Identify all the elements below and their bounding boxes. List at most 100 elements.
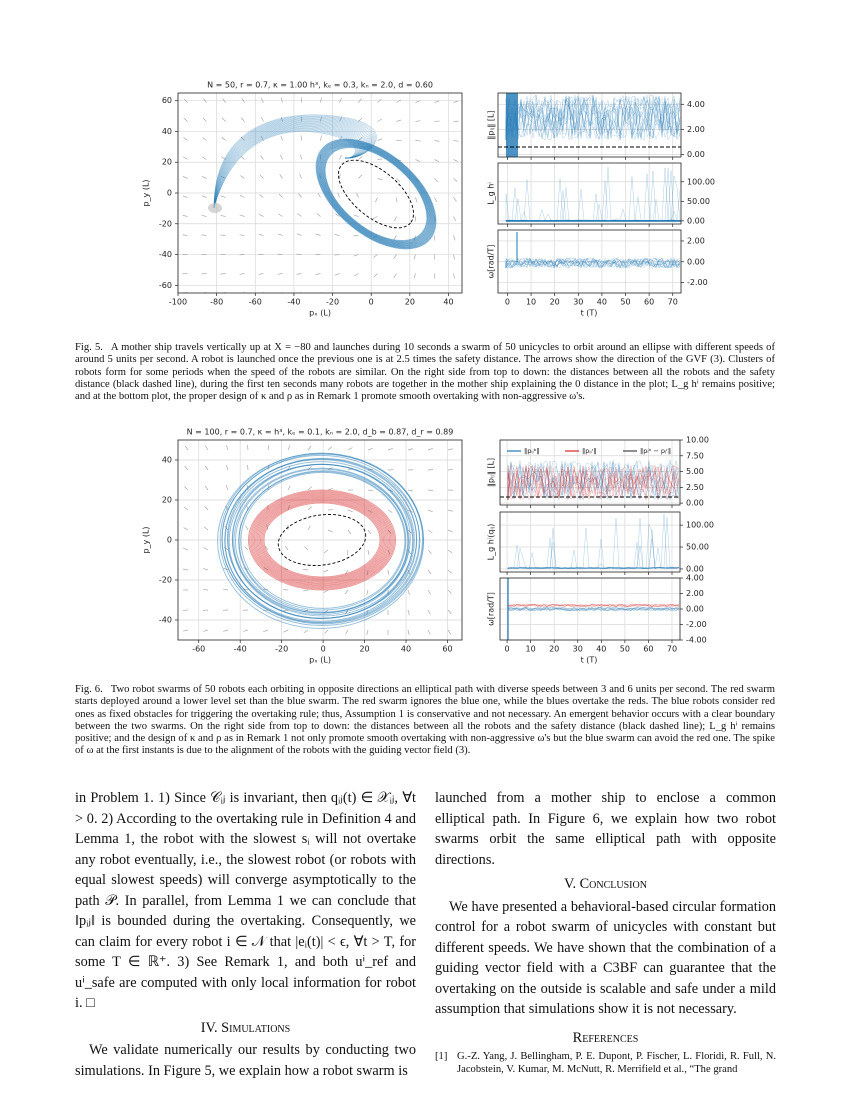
- y-tick-label: 2.00: [686, 589, 704, 598]
- field-arrow: [377, 99, 382, 103]
- field-arrow: [434, 140, 440, 142]
- x-tick-label: 60: [643, 645, 653, 654]
- trajectory-texture: [213, 121, 368, 209]
- field-arrow: [307, 506, 312, 511]
- field-arrow: [220, 215, 226, 217]
- field-arrow: [367, 469, 374, 471]
- field-arrow: [407, 529, 412, 534]
- trajectory-texture: [213, 125, 363, 209]
- orbit-texture: [317, 140, 435, 248]
- field-arrow: [377, 118, 383, 122]
- field-arrow: [353, 273, 359, 277]
- trace-texture: [507, 464, 680, 500]
- orbit-texture: [315, 138, 437, 250]
- trace-texture: [505, 95, 681, 141]
- orbit-texture: [263, 502, 381, 578]
- field-arrow: [260, 136, 264, 141]
- field-arrow: [240, 155, 245, 160]
- right-column: launched from a mother ship to enclose a…: [435, 788, 776, 1076]
- field-arrow: [367, 489, 373, 492]
- trace-texture: [507, 548, 680, 570]
- trace-texture: [507, 465, 680, 500]
- field-arrow: [267, 465, 270, 471]
- field-arrow: [225, 485, 229, 491]
- field-arrow: [453, 140, 459, 142]
- field-arrow: [260, 116, 264, 122]
- field-arrow: [183, 568, 189, 571]
- trace-texture: [505, 257, 681, 269]
- trace-texture: [505, 95, 681, 141]
- field-arrow: [373, 254, 378, 258]
- field-arrow: [316, 213, 321, 217]
- x-tick-label: 50: [620, 645, 630, 654]
- y-axis-label: L_g hⁱ: [487, 182, 496, 205]
- orbit-texture: [257, 497, 387, 583]
- orbit-texture: [228, 463, 414, 620]
- y-axis-label: L_g hⁱ(qᵢⱼ): [487, 524, 496, 561]
- y-axis-label: ω[rad/T]: [487, 245, 496, 279]
- field-arrow: [347, 468, 353, 471]
- field-arrow: [323, 589, 329, 593]
- orbit-texture: [226, 458, 418, 619]
- field-arrow: [201, 234, 207, 236]
- orbit-texture: [224, 457, 421, 624]
- trajectory-texture: [213, 122, 367, 209]
- field-arrow: [337, 192, 340, 198]
- x-tick-label: 10: [526, 645, 536, 654]
- field-arrow: [327, 467, 333, 471]
- y-tick-label: -4.00: [686, 636, 707, 645]
- field-arrow: [205, 445, 209, 451]
- y-tick-label: 2.00: [687, 236, 705, 245]
- field-arrow: [184, 445, 189, 451]
- field-arrow: [239, 194, 245, 198]
- orbit-texture: [231, 463, 411, 614]
- field-arrow: [202, 117, 207, 122]
- field-arrow: [280, 97, 283, 103]
- y-tick-label: 0.00: [687, 150, 705, 159]
- field-arrow: [387, 489, 393, 492]
- field-arrow: [241, 98, 245, 103]
- trace-texture: [505, 257, 681, 269]
- field-arrow: [258, 214, 264, 217]
- orbit-texture: [261, 500, 383, 580]
- axes-frame: [499, 511, 681, 573]
- field-arrow: [183, 137, 188, 141]
- y-tick-label: -2.00: [687, 278, 708, 287]
- field-arrow: [367, 549, 370, 555]
- field-arrow: [223, 567, 229, 571]
- field-arrow: [407, 569, 411, 575]
- field-arrow: [413, 254, 416, 260]
- field-arrow: [307, 445, 312, 451]
- trace-texture: [505, 257, 681, 269]
- trajectory-texture: [213, 123, 365, 209]
- field-arrow: [344, 609, 349, 615]
- legend-label: ‖pᵢⱼʳ‖: [582, 447, 597, 455]
- orbit-texture: [249, 490, 395, 590]
- trace-texture: [505, 95, 681, 141]
- trace-texture: [505, 94, 681, 141]
- field-arrow: [327, 488, 333, 491]
- trace-texture: [505, 257, 681, 269]
- field-arrow: [453, 100, 459, 103]
- trace-texture: [507, 464, 680, 501]
- x-tick-label: 40: [597, 298, 607, 307]
- trace-texture: [506, 93, 518, 157]
- plot-area: [182, 444, 454, 636]
- field-arrow: [347, 447, 353, 451]
- field-arrow: [279, 174, 283, 179]
- field-arrow: [263, 588, 269, 591]
- field-arrow: [277, 273, 283, 275]
- field-arrow: [415, 100, 421, 103]
- field-arrow: [407, 489, 413, 492]
- trace-texture: [507, 606, 680, 612]
- trajectory-texture: [213, 125, 363, 209]
- field-arrow: [307, 486, 313, 491]
- x-tick-label: 40: [443, 298, 453, 307]
- field-arrow: [220, 175, 226, 179]
- field-arrow: [296, 233, 302, 236]
- axes-frame: [499, 439, 681, 506]
- field-arrow: [307, 466, 312, 471]
- field-arrow: [394, 216, 397, 222]
- reference: [1] G.-Z. Yang, J. Bellingham, P. E. Dupo…: [435, 1050, 776, 1076]
- field-arrow: [427, 448, 433, 451]
